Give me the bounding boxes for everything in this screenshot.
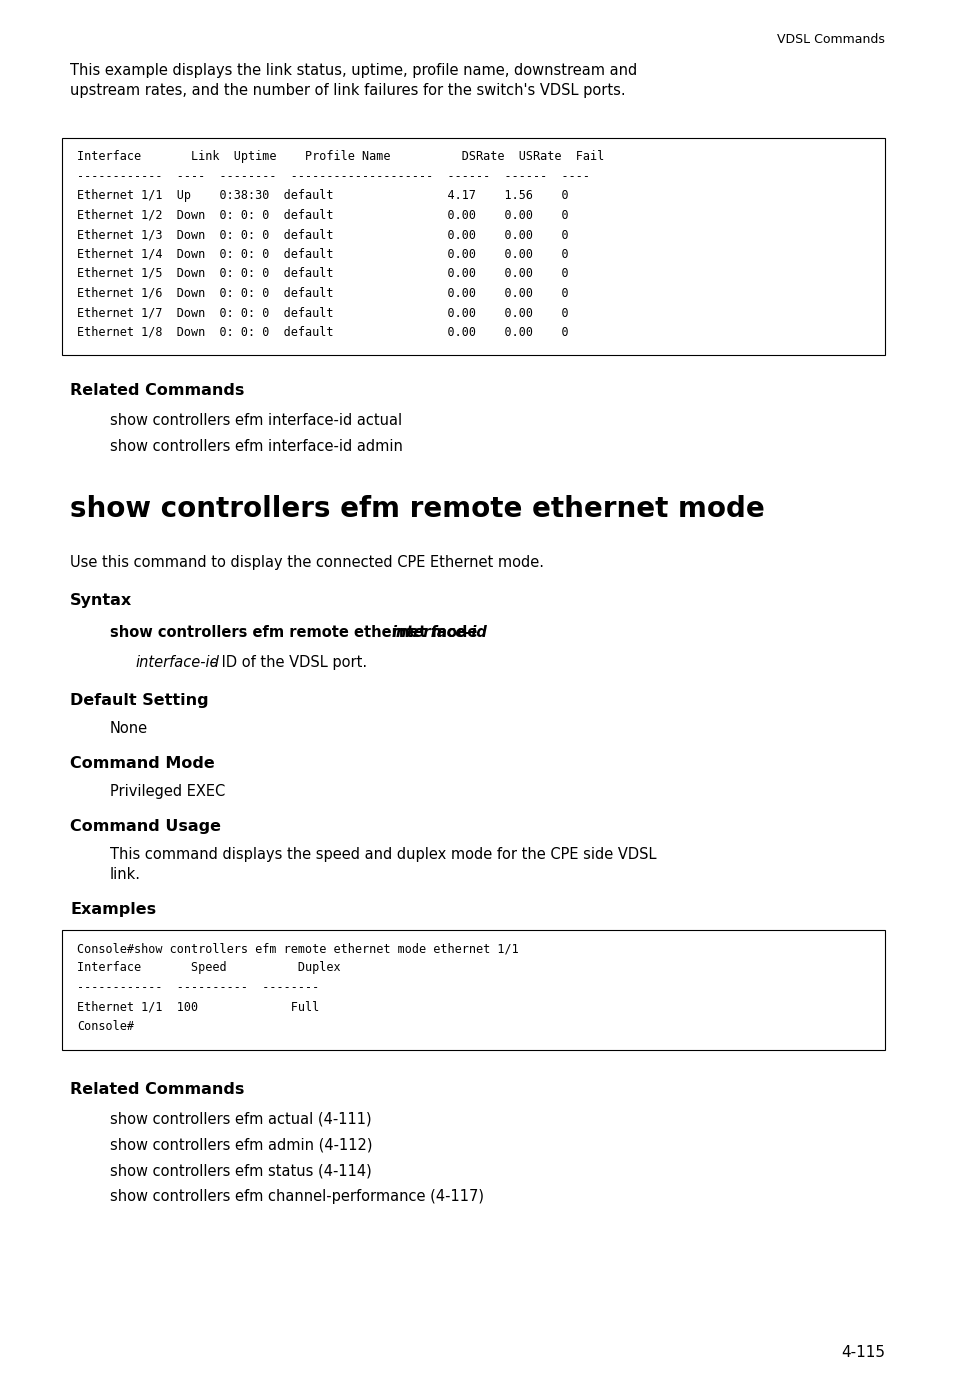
Text: show controllers efm interface-id admin: show controllers efm interface-id admin [110,439,402,454]
Text: Console#show controllers efm remote ethernet mode ethernet 1/1: Console#show controllers efm remote ethe… [77,942,518,955]
Text: Ethernet 1/1  100             Full: Ethernet 1/1 100 Full [77,1001,319,1013]
Text: Ethernet 1/6  Down  0: 0: 0  default                0.00    0.00    0: Ethernet 1/6 Down 0: 0: 0 default 0.00 0… [77,286,568,300]
Text: Examples: Examples [70,902,156,917]
Text: This command displays the speed and duplex mode for the CPE side VDSL
link.: This command displays the speed and dupl… [110,847,656,881]
Text: Ethernet 1/3  Down  0: 0: 0  default                0.00    0.00    0: Ethernet 1/3 Down 0: 0: 0 default 0.00 0… [77,228,568,242]
Text: Default Setting: Default Setting [70,693,209,708]
Text: Ethernet 1/7  Down  0: 0: 0  default                0.00    0.00    0: Ethernet 1/7 Down 0: 0: 0 default 0.00 0… [77,305,568,319]
Text: Related Commands: Related Commands [70,383,244,398]
Text: Interface       Link  Uptime    Profile Name          DSRate  USRate  Fail: Interface Link Uptime Profile Name DSRat… [77,150,603,162]
Bar [62,930,884,1049]
Text: show controllers efm admin (4-112): show controllers efm admin (4-112) [110,1138,372,1152]
Text: Console#: Console# [77,1020,133,1033]
Text: Interface       Speed          Duplex: Interface Speed Duplex [77,962,340,974]
Text: 4-115: 4-115 [841,1345,884,1360]
Text: show controllers efm remote ethernet mode: show controllers efm remote ethernet mod… [110,625,482,640]
Text: ------------  ----------  --------: ------------ ---------- -------- [77,981,319,994]
Text: Related Commands: Related Commands [70,1081,244,1097]
Text: Ethernet 1/5  Down  0: 0: 0  default                0.00    0.00    0: Ethernet 1/5 Down 0: 0: 0 default 0.00 0… [77,266,568,280]
Text: Ethernet 1/2  Down  0: 0: 0  default                0.00    0.00    0: Ethernet 1/2 Down 0: 0: 0 default 0.00 0… [77,208,568,222]
Text: Use this command to display the connected CPE Ethernet mode.: Use this command to display the connecte… [70,555,543,570]
Text: This example displays the link status, uptime, profile name, downstream and
upst: This example displays the link status, u… [70,62,637,97]
Text: ------------  ----  --------  --------------------  ------  ------  ----: ------------ ---- -------- -------------… [77,169,589,182]
Text: interface-id: interface-id [391,625,487,640]
Text: Ethernet 1/4  Down  0: 0: 0  default                0.00    0.00    0: Ethernet 1/4 Down 0: 0: 0 default 0.00 0… [77,247,568,261]
Text: show controllers efm channel-performance (4-117): show controllers efm channel-performance… [110,1190,483,1205]
Text: Syntax: Syntax [70,593,132,608]
Text: show controllers efm remote ethernet mode: show controllers efm remote ethernet mod… [70,496,764,523]
Text: show controllers efm actual (4-111): show controllers efm actual (4-111) [110,1112,372,1127]
Text: interface-id: interface-id [135,655,218,670]
Text: Ethernet 1/8  Down  0: 0: 0  default                0.00    0.00    0: Ethernet 1/8 Down 0: 0: 0 default 0.00 0… [77,326,568,339]
Text: Ethernet 1/1  Up    0:38:30  default                4.17    1.56    0: Ethernet 1/1 Up 0:38:30 default 4.17 1.5… [77,189,568,203]
Text: VDSL Commands: VDSL Commands [777,33,884,46]
Bar [62,137,884,355]
Text: Privileged EXEC: Privileged EXEC [110,784,225,799]
Text: – ID of the VDSL port.: – ID of the VDSL port. [204,655,366,670]
Text: Command Usage: Command Usage [70,819,221,834]
Text: Command Mode: Command Mode [70,756,214,770]
Text: None: None [110,720,148,736]
Text: show controllers efm interface-id actual: show controllers efm interface-id actual [110,414,402,428]
Text: show controllers efm status (4-114): show controllers efm status (4-114) [110,1163,372,1178]
